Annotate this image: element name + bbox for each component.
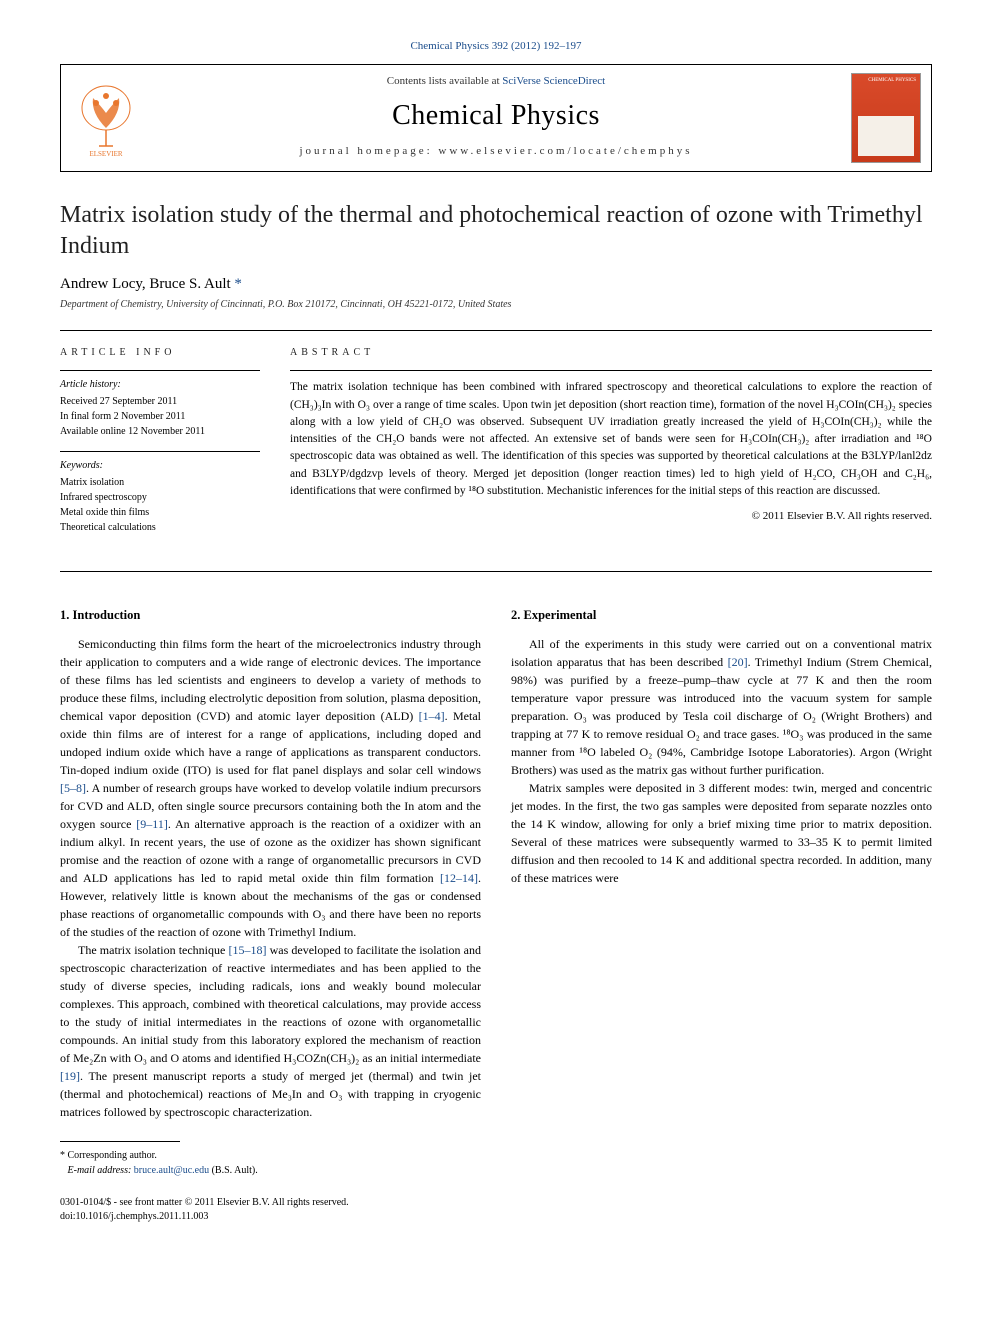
article-title: Matrix isolation study of the thermal an… bbox=[60, 200, 932, 262]
keywords-label: Keywords: bbox=[60, 458, 260, 473]
abstract-heading: ABSTRACT bbox=[290, 345, 932, 360]
contents-line: Contents lists available at SciVerse Sci… bbox=[151, 75, 841, 87]
exp-p1: All of the experiments in this study wer… bbox=[511, 635, 932, 779]
info-divider-2 bbox=[60, 451, 260, 452]
homepage-url: www.elsevier.com/locate/chemphys bbox=[438, 145, 692, 157]
sciencedirect-link[interactable]: SciVerse ScienceDirect bbox=[502, 75, 605, 87]
email-label: E-mail address: bbox=[68, 1165, 132, 1176]
footnote-separator bbox=[60, 1141, 180, 1142]
citation-header: Chemical Physics 392 (2012) 192–197 bbox=[60, 40, 932, 52]
article-info-column: ARTICLE INFO Article history: Received 2… bbox=[60, 345, 260, 547]
authors-names: Andrew Locy, Bruce S. Ault bbox=[60, 276, 231, 292]
copyright-line: © 2011 Elsevier B.V. All rights reserved… bbox=[290, 508, 932, 525]
divider-top bbox=[60, 330, 932, 331]
history-label: Article history: bbox=[60, 377, 260, 392]
corresponding-footnote: * Corresponding author. E-mail address: … bbox=[60, 1148, 481, 1178]
contents-prefix: Contents lists available at bbox=[387, 75, 502, 87]
page-footer: 0301-0104/$ - see front matter © 2011 El… bbox=[60, 1196, 932, 1224]
cover-thumb-container bbox=[841, 65, 931, 171]
abstract-divider bbox=[290, 370, 932, 371]
journal-name: Chemical Physics bbox=[151, 100, 841, 132]
intro-p2: The matrix isolation technique [15–18] w… bbox=[60, 941, 481, 1121]
keyword: Metal oxide thin films bbox=[60, 505, 260, 520]
authors-line: Andrew Locy, Bruce S. Ault * bbox=[60, 276, 932, 293]
svg-text:ELSEVIER: ELSEVIER bbox=[89, 150, 122, 158]
email-suffix: (B.S. Ault). bbox=[212, 1165, 258, 1176]
front-matter-line: 0301-0104/$ - see front matter © 2011 El… bbox=[60, 1196, 932, 1210]
abstract-text: The matrix isolation technique has been … bbox=[290, 379, 932, 500]
keyword: Infrared spectroscopy bbox=[60, 490, 260, 505]
online-date: Available online 12 November 2011 bbox=[60, 424, 260, 439]
doi-line: doi:10.1016/j.chemphys.2011.11.003 bbox=[60, 1210, 932, 1224]
email-link[interactable]: bruce.ault@uc.edu bbox=[134, 1165, 209, 1176]
final-form-date: In final form 2 November 2011 bbox=[60, 409, 260, 424]
elsevier-tree-logo: ELSEVIER bbox=[71, 78, 141, 158]
intro-p1: Semiconducting thin films form the heart… bbox=[60, 635, 481, 941]
keyword: Matrix isolation bbox=[60, 475, 260, 490]
journal-masthead: ELSEVIER Contents lists available at Sci… bbox=[60, 64, 932, 172]
affiliation: Department of Chemistry, University of C… bbox=[60, 299, 932, 310]
citation-link[interactable]: Chemical Physics 392 (2012) 192–197 bbox=[410, 40, 581, 52]
abstract-column: ABSTRACT The matrix isolation technique … bbox=[290, 345, 932, 547]
received-date: Received 27 September 2011 bbox=[60, 394, 260, 409]
info-abstract-row: ARTICLE INFO Article history: Received 2… bbox=[60, 345, 932, 547]
info-divider-1 bbox=[60, 370, 260, 371]
divider-bottom bbox=[60, 571, 932, 572]
publisher-logo-container: ELSEVIER bbox=[61, 65, 151, 171]
footnote-label: Corresponding author. bbox=[68, 1150, 157, 1161]
article-info-heading: ARTICLE INFO bbox=[60, 345, 260, 360]
section-2-heading: 2. Experimental bbox=[511, 606, 932, 625]
body-text: 1. Introduction Semiconducting thin film… bbox=[60, 592, 932, 1178]
keyword: Theoretical calculations bbox=[60, 520, 260, 535]
corresponding-marker-link[interactable]: * bbox=[234, 276, 242, 292]
footnote-marker: * bbox=[60, 1150, 65, 1161]
homepage-line: journal homepage: www.elsevier.com/locat… bbox=[151, 145, 841, 157]
masthead-center: Contents lists available at SciVerse Sci… bbox=[151, 65, 841, 171]
homepage-prefix: journal homepage: bbox=[299, 145, 438, 157]
section-1-heading: 1. Introduction bbox=[60, 606, 481, 625]
exp-p2: Matrix samples were deposited in 3 diffe… bbox=[511, 779, 932, 887]
journal-cover-thumbnail bbox=[851, 73, 921, 163]
